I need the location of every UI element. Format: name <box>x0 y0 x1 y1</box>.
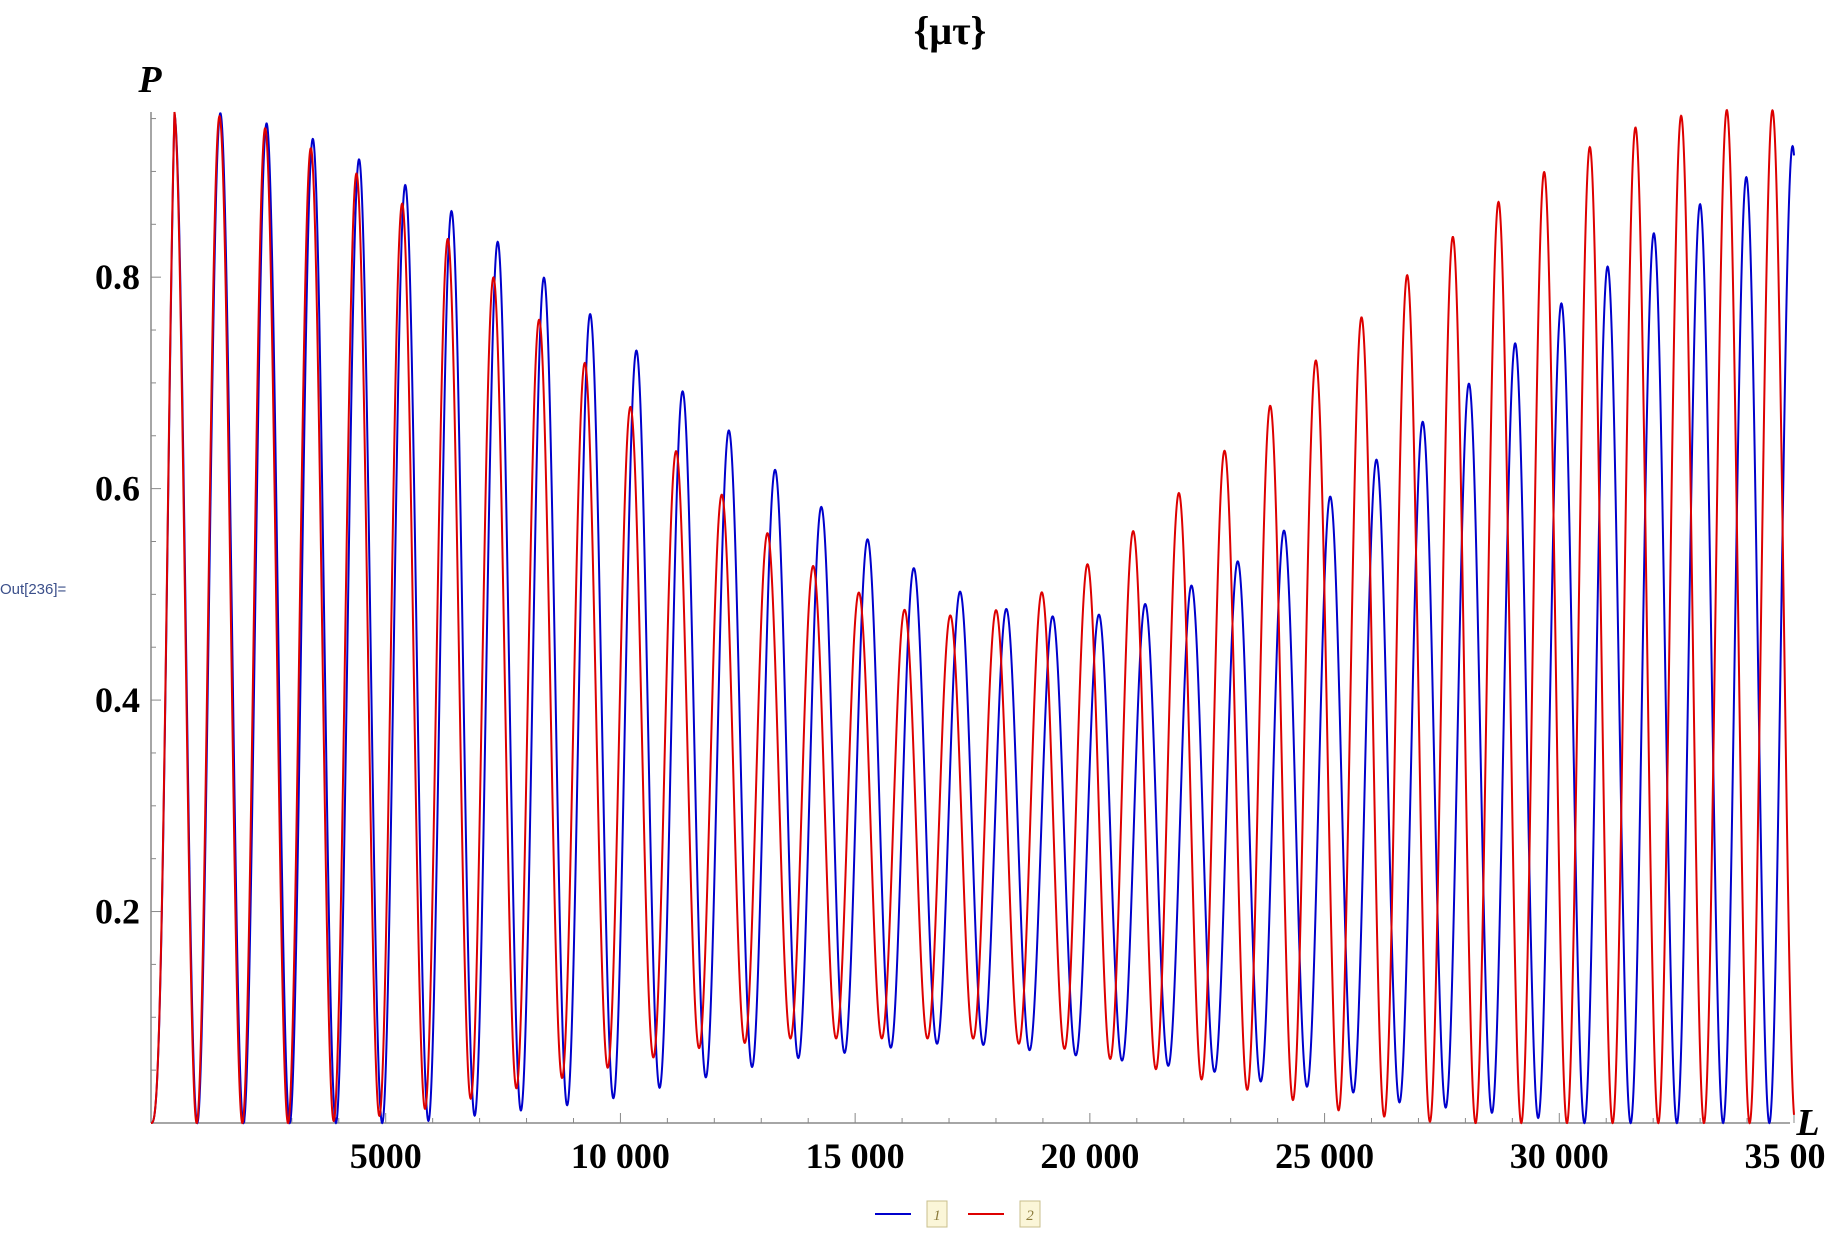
x-axis-title: L <box>1795 1102 1819 1144</box>
x-tick-label: 10 000 <box>571 1136 670 1176</box>
x-tick-label: 35 000 <box>1745 1136 1826 1176</box>
x-tick-label: 15 000 <box>806 1136 905 1176</box>
chart-title: {μτ} <box>914 8 987 53</box>
series-line-2 <box>151 108 1795 1125</box>
y-tick-label: 0.2 <box>95 892 140 932</box>
legend-label-1: 1 <box>933 1208 941 1224</box>
x-tick-label: 25 000 <box>1275 1136 1374 1176</box>
axes: 5000 10 000 15 000 20 000 25 000 30 000 35 00 0… <box>95 112 1826 1176</box>
y-axis-title: P <box>137 59 162 101</box>
x-tick-label: 5000 <box>350 1136 422 1176</box>
legend-label-box <box>1019 1200 1041 1228</box>
output-cell-label: Out[236]= <box>0 581 67 598</box>
series-line-1 <box>151 112 1795 1125</box>
x-tick-label: 30 000 <box>1510 1136 1609 1176</box>
y-tick-label: 0.8 <box>95 257 140 297</box>
plot-area <box>151 108 1795 1125</box>
x-tick-label: 20 000 <box>1040 1136 1139 1176</box>
legend-label-2: 2 <box>1026 1208 1034 1224</box>
legend-label-box <box>926 1200 948 1228</box>
y-tick-label: 0.4 <box>95 680 140 720</box>
y-tick-label: 0.6 <box>95 469 140 509</box>
